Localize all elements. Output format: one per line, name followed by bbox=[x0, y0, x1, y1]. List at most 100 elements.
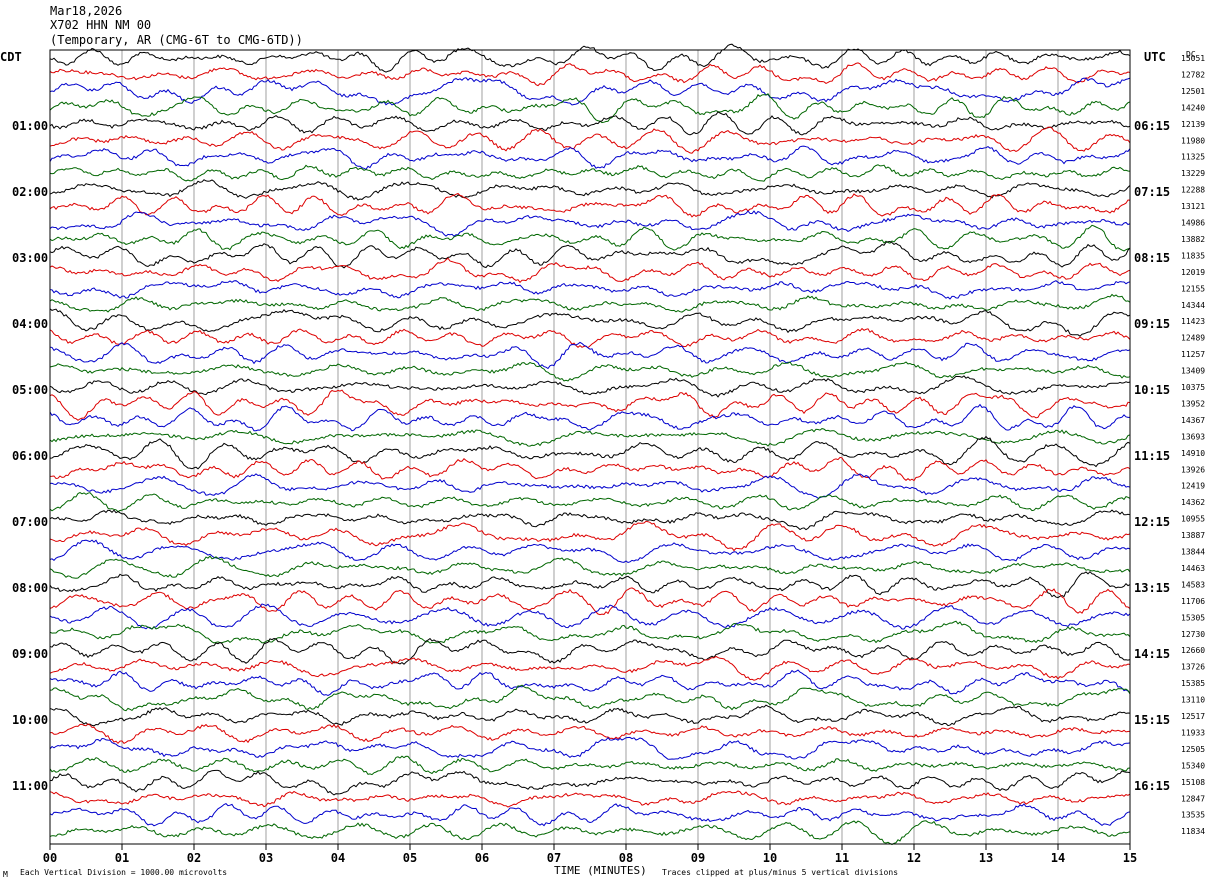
dc-value: 14240 bbox=[1181, 103, 1205, 112]
dc-value: 11835 bbox=[1181, 251, 1205, 260]
seismic-trace bbox=[49, 210, 1131, 237]
dc-value: 13926 bbox=[1181, 465, 1205, 474]
dc-value: 12505 bbox=[1181, 745, 1205, 754]
dc-value: 12730 bbox=[1181, 630, 1205, 639]
right-hour-labels: 06:15 07:15 08:15 09:15 10:15 11:15 12:15 13:15… bbox=[1134, 119, 1170, 793]
dc-value: 15385 bbox=[1181, 679, 1205, 688]
dc-value: 13693 bbox=[1181, 432, 1205, 441]
right-hour-label: 16:15 bbox=[1134, 779, 1170, 793]
dc-value: 15305 bbox=[1181, 613, 1205, 622]
network-label: (Temporary, AR (CMG-6T to CMG-6TD)) bbox=[50, 33, 303, 47]
seismic-trace bbox=[49, 224, 1131, 252]
seismic-trace bbox=[49, 684, 1131, 712]
left-hour-label: 04:00 bbox=[12, 317, 48, 331]
dc-value: 12139 bbox=[1181, 120, 1205, 129]
seismic-trace bbox=[49, 280, 1131, 300]
dc-value: 13409 bbox=[1181, 367, 1205, 376]
x-tick-label: 07 bbox=[547, 851, 561, 865]
seismic-trace bbox=[49, 428, 1131, 447]
seismic-trace bbox=[49, 77, 1131, 106]
x-tick-label: 00 bbox=[43, 851, 57, 865]
right-hour-label: 08:15 bbox=[1134, 251, 1170, 265]
left-hour-label: 06:00 bbox=[12, 449, 48, 463]
x-tick-label: 01 bbox=[115, 851, 129, 865]
seismic-trace bbox=[49, 790, 1131, 808]
seismic-trace bbox=[49, 492, 1131, 513]
x-tick-label: 15 bbox=[1123, 851, 1137, 865]
seismic-trace bbox=[49, 520, 1131, 552]
dc-value: 13726 bbox=[1181, 663, 1205, 672]
dc-value: 11834 bbox=[1181, 827, 1205, 836]
plot-frame bbox=[49, 49, 1131, 845]
dc-value: 14463 bbox=[1181, 564, 1205, 573]
seismic-trace bbox=[49, 403, 1130, 432]
dc-value: 11423 bbox=[1181, 317, 1205, 326]
seismic-trace bbox=[49, 820, 1131, 846]
dc-value: 13952 bbox=[1181, 399, 1205, 408]
dc-value: 15051 bbox=[1181, 54, 1205, 63]
seismic-trace bbox=[49, 669, 1131, 697]
seismic-trace bbox=[49, 43, 1131, 73]
dc-values: 15051 12782 12501 14240 12139 11980 11325 13229… bbox=[1181, 54, 1205, 836]
dc-value: 12288 bbox=[1181, 186, 1205, 195]
traces bbox=[49, 43, 1131, 846]
x-axis-label: TIME (MINUTES) bbox=[554, 864, 647, 877]
left-hour-label: 05:00 bbox=[12, 383, 48, 397]
seismic-trace bbox=[49, 555, 1131, 579]
seismic-trace bbox=[49, 308, 1131, 337]
seismic-trace bbox=[49, 164, 1131, 182]
dc-value: 12847 bbox=[1181, 794, 1205, 803]
x-tick-label: 05 bbox=[403, 851, 417, 865]
seismic-trace bbox=[49, 375, 1131, 398]
left-zone-label: CDT bbox=[0, 50, 22, 64]
seismic-trace bbox=[49, 755, 1131, 776]
vertical-division-note: Each Vertical Division = 1000.00 microvo… bbox=[20, 868, 228, 877]
seismic-trace bbox=[49, 327, 1131, 349]
seismic-trace bbox=[49, 341, 1131, 370]
dc-value: 14367 bbox=[1181, 416, 1205, 425]
dc-label: DC bbox=[1186, 50, 1196, 59]
left-hour-label: 02:00 bbox=[12, 185, 48, 199]
x-tick-label: 03 bbox=[259, 851, 273, 865]
seismic-trace bbox=[49, 473, 1131, 499]
clip-note: Traces clipped at plus/minus 5 vertical … bbox=[662, 868, 899, 877]
left-hour-label: 09:00 bbox=[12, 647, 48, 661]
dc-value: 13110 bbox=[1181, 696, 1205, 705]
seismic-trace bbox=[49, 704, 1131, 727]
seismic-trace bbox=[49, 736, 1131, 760]
seismic-trace bbox=[49, 293, 1131, 313]
seismic-trace bbox=[49, 570, 1131, 599]
dc-value: 11980 bbox=[1181, 136, 1205, 145]
x-tick-label: 09 bbox=[691, 851, 705, 865]
left-hour-labels: 01:00 02:00 03:00 04:00 05:00 06:00 07:00 08:00… bbox=[12, 119, 48, 793]
left-hour-label: 03:00 bbox=[12, 251, 48, 265]
dc-value: 14344 bbox=[1181, 301, 1205, 310]
dc-value: 14362 bbox=[1181, 498, 1205, 507]
grid bbox=[121, 50, 1059, 844]
seismic-trace bbox=[49, 655, 1131, 681]
dc-value: 12419 bbox=[1181, 482, 1205, 491]
right-hour-label: 07:15 bbox=[1134, 185, 1170, 199]
left-hour-label: 08:00 bbox=[12, 581, 48, 595]
right-hour-label: 12:15 bbox=[1134, 515, 1170, 529]
right-hour-label: 06:15 bbox=[1134, 119, 1170, 133]
seismic-trace bbox=[49, 539, 1131, 564]
dc-value: 13535 bbox=[1181, 811, 1205, 820]
dc-value: 13121 bbox=[1181, 202, 1205, 211]
seismic-trace bbox=[49, 62, 1131, 87]
seismic-trace bbox=[49, 435, 1131, 470]
seismic-trace bbox=[49, 769, 1131, 796]
left-hour-label: 07:00 bbox=[12, 515, 48, 529]
left-hour-label: 11:00 bbox=[12, 779, 48, 793]
dc-value: 13229 bbox=[1181, 169, 1205, 178]
dc-value: 12155 bbox=[1181, 284, 1205, 293]
seismic-trace bbox=[49, 192, 1131, 218]
dc-value: 14986 bbox=[1181, 219, 1205, 228]
dc-value: 13882 bbox=[1181, 235, 1205, 244]
dc-value: 11706 bbox=[1181, 597, 1205, 606]
x-tick-label: 06 bbox=[475, 851, 489, 865]
right-hour-label: 10:15 bbox=[1134, 383, 1170, 397]
dc-value: 15340 bbox=[1181, 761, 1205, 770]
seismic-trace bbox=[49, 126, 1131, 154]
dc-value: 13844 bbox=[1181, 548, 1205, 557]
